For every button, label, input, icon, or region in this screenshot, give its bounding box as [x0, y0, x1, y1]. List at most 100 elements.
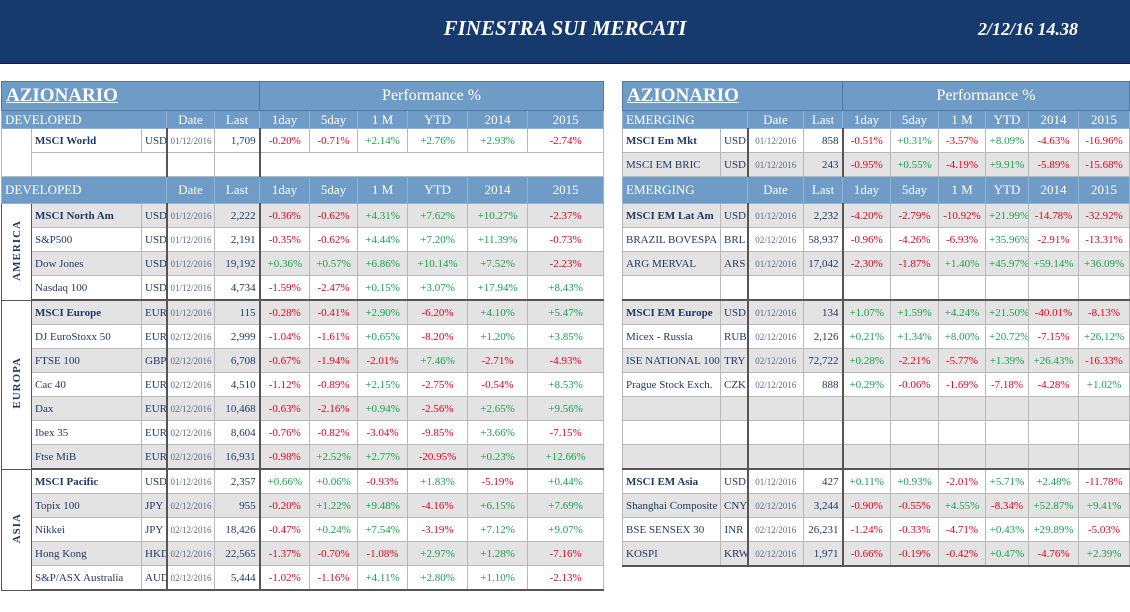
performance-5day: -2.79% — [890, 203, 940, 228]
empty-cell — [1078, 396, 1130, 421]
performance-2015: +9.07% — [527, 517, 605, 542]
currency: USD — [141, 227, 167, 252]
performance-2014: +0.23% — [467, 444, 529, 470]
empty-cell — [1028, 420, 1080, 445]
category-label: DEVELOPED — [1, 176, 167, 204]
performance-2015: -2.74% — [527, 128, 605, 153]
date: 02/12/2016 — [165, 565, 215, 591]
currency: USD — [720, 203, 748, 228]
table-row: Cac 40 EUR 02/12/2016 4,510 -1.12% -0.89% +2.1… — [2, 372, 605, 397]
date: 02/12/2016 — [165, 420, 215, 445]
column-header: Last — [802, 110, 844, 129]
table-row: S&P/ASX Australia AUD 02/12/2016 5,444 -1.02… — [2, 565, 605, 591]
column-header: Date — [747, 176, 804, 204]
performance-ytd: +0.43% — [985, 517, 1030, 542]
empty-cell — [622, 396, 721, 421]
table-row: S&P500 USD 01/12/2016 2,191 -0.35% -0.62% +4.4… — [2, 227, 605, 252]
index-name: MSCI Pacific — [31, 468, 142, 494]
column-header: 2015 — [1078, 176, 1130, 204]
column-header: Last — [213, 110, 261, 129]
column-header: Last — [802, 176, 844, 204]
empty-cell — [213, 152, 261, 177]
column-header: 2015 — [527, 110, 605, 129]
performance-2015: -5.03% — [1078, 517, 1130, 542]
column-header: 2014 — [467, 176, 529, 204]
performance-2014: +3.66% — [467, 420, 529, 445]
performance-1m: -1.69% — [938, 372, 987, 397]
date: 01/12/2016 — [746, 203, 804, 228]
date: 02/12/2016 — [746, 348, 804, 373]
performance-5day: -1.16% — [309, 565, 359, 591]
last-value: 888 — [802, 372, 844, 397]
performance-1m: -1.08% — [357, 541, 409, 566]
table-row: Hong Kong HKD 02/12/2016 22,565 -1.37% -0.70%… — [2, 541, 605, 566]
column-header: 5day — [890, 110, 940, 129]
index-name: MSCI EM BRIC — [622, 152, 721, 177]
index-name: Ibex 35 — [31, 420, 142, 445]
table-row: MSCI EM BRIC USD 01/12/2016 243 -0.95% +0.55%… — [622, 152, 1130, 177]
performance-1day: +0.66% — [258, 468, 311, 494]
performance-1m: +0.65% — [357, 324, 409, 349]
performance-1day: -1.24% — [841, 517, 892, 542]
index-name: DJ EuroStoxx 50 — [31, 324, 142, 349]
performance-2014: +6.15% — [467, 493, 529, 518]
empty-cell — [890, 444, 940, 470]
performance-1m: +7.54% — [357, 517, 409, 542]
performance-2014: -4.63% — [1028, 128, 1080, 153]
table-row: Nikkei JPY 02/12/2016 18,426 -0.47% +0.24% +7.… — [2, 517, 605, 542]
performance-2015: +36.09% — [1078, 251, 1130, 276]
performance-5day: -0.06% — [890, 372, 940, 397]
performance-5day: -0.55% — [890, 493, 940, 518]
empty-cell — [1028, 275, 1080, 301]
performance-1day: -0.20% — [258, 128, 311, 153]
performance-ytd: -3.19% — [407, 517, 469, 542]
empty-cell — [841, 396, 892, 421]
empty-cell — [720, 444, 748, 470]
index-name: Ftse MiB — [31, 444, 142, 470]
performance-ytd: -9.85% — [407, 420, 469, 445]
performance-2014: +11.39% — [467, 227, 529, 252]
column-header: 1 M — [938, 110, 987, 129]
table-row: BSE SENSEX 30 INR 02/12/2016 26,231 -1.24% -0… — [622, 517, 1130, 542]
performance-5day: +0.24% — [309, 517, 359, 542]
currency: EUR — [141, 420, 167, 445]
empty-cell — [165, 152, 215, 177]
region-spacer — [1, 128, 32, 177]
performance-2015: +12.66% — [527, 444, 605, 470]
column-header: 5day — [309, 110, 359, 129]
last-value: 58,937 — [802, 227, 844, 252]
currency: USD — [720, 128, 748, 153]
category-label: EMERGING — [622, 110, 748, 129]
performance-2014: -0.54% — [467, 372, 529, 397]
index-name: MSCI Em Mkt — [622, 128, 721, 153]
table-row: MSCI Em Mkt USD 01/12/2016 858 -0.51% +0.31% -… — [622, 128, 1130, 153]
performance-2014: -4.28% — [1028, 372, 1080, 397]
performance-5day: -0.70% — [309, 541, 359, 566]
table-row: AMERICA MSCI North Am USD 01/12/2016 2,222 -0… — [1, 203, 605, 301]
currency: RUB — [720, 324, 748, 349]
currency: BRL — [720, 227, 748, 252]
performance-5day: -0.82% — [309, 420, 359, 445]
last-value: 6,708 — [213, 348, 261, 373]
performance-1m: +0.94% — [357, 396, 409, 421]
currency: USD — [141, 203, 167, 228]
currency: USD — [720, 152, 748, 177]
performance-2015: -2.13% — [527, 565, 605, 591]
empty-cell — [802, 444, 844, 470]
performance-1day: +1.07% — [841, 299, 892, 325]
last-value: 22,565 — [213, 541, 261, 566]
index-name: S&P/ASX Australia — [31, 565, 142, 591]
date: 01/12/2016 — [165, 251, 215, 276]
performance-1m: +2.77% — [357, 444, 409, 470]
performance-5day: -1.94% — [309, 348, 359, 373]
performance-1day: -0.66% — [841, 541, 892, 567]
date: 02/12/2016 — [746, 517, 804, 542]
column-header: 2015 — [1078, 110, 1130, 129]
performance-1m: -0.42% — [938, 541, 987, 567]
empty-cell — [985, 420, 1030, 445]
performance-2014: +1.20% — [467, 324, 529, 349]
performance-2015: -2.37% — [527, 203, 605, 228]
performance-2014: -2.91% — [1028, 227, 1080, 252]
performance-2014: -14.78% — [1028, 203, 1080, 228]
index-name: Cac 40 — [31, 372, 142, 397]
